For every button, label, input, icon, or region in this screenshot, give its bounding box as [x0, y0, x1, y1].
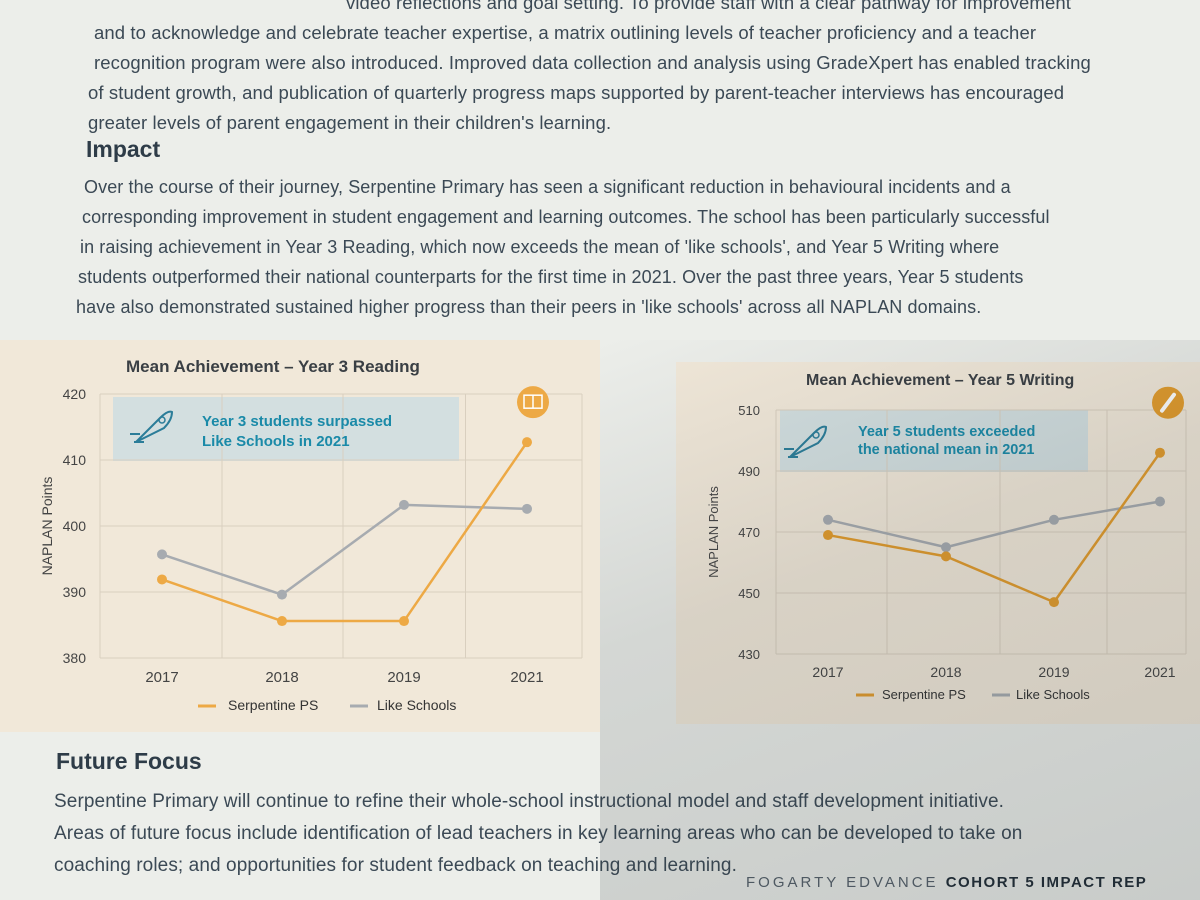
series-line-like-schools [161, 503, 528, 596]
x-tick-label: 2019 [1038, 664, 1069, 680]
data-point [941, 542, 951, 553]
intro-line: and to acknowledge and celebrate teacher… [94, 22, 1037, 43]
chart-title: Mean Achievement – Year 3 Reading [126, 357, 420, 376]
data-point [157, 574, 167, 585]
intro-line: video reflections and goal setting. To p… [346, 0, 1071, 13]
intro-paragraph: video reflections and goal setting. To p… [88, 0, 1091, 138]
series-line-serpentine [827, 451, 1162, 604]
x-tick-label: 2019 [387, 669, 420, 686]
legend-label: Like Schools [1016, 687, 1090, 702]
y-tick-label: 400 [63, 518, 87, 534]
data-point [277, 589, 287, 600]
chart-year3-reading: 380 390 400 410 420 2017 2018 2019 2021 NAPLAN Po… [39, 386, 583, 713]
chart-title: Mean Achievement – Year 5 Writing [806, 372, 1075, 389]
intro-line: of student growth, and publication of qu… [88, 82, 1065, 103]
impact-line: students outperformed their national cou… [78, 267, 1024, 287]
y-axis-title: NAPLAN Points [39, 477, 55, 576]
intro-line: recognition program were also introduced… [94, 52, 1091, 73]
chart-callout-box [780, 410, 1088, 472]
legend-label: Serpentine PS [882, 687, 966, 702]
impact-paragraph: Over the course of their journey, Serpen… [76, 172, 1050, 322]
page-footer: FOGARTY EDVANCE COHORT 5 IMPACT REP [746, 874, 1147, 891]
footer-brand: FOGARTY EDVANCE [746, 874, 939, 891]
rocket-window [158, 416, 166, 424]
impact-line: have also demonstrated sustained higher … [76, 297, 982, 317]
rocket-icon [789, 425, 828, 458]
callout-line: Year 5 students exceeded [858, 424, 1036, 440]
data-point [522, 503, 532, 514]
data-point [1155, 496, 1165, 507]
callout-line: the national mean in 2021 [858, 442, 1035, 458]
y-tick-label: 490 [738, 464, 760, 479]
y-tick-label: 420 [63, 386, 87, 402]
impact-line: Over the course of their journey, Serpen… [84, 177, 1011, 197]
future-focus-paragraph: Serpentine Primary will continue to refi… [54, 786, 1022, 882]
x-tick-label: 2021 [510, 669, 543, 686]
rocket-window [812, 431, 820, 439]
chart-callout-text: Year 5 students exceeded the national me… [858, 423, 1035, 459]
x-tick-label: 2017 [145, 669, 178, 686]
chart-year5-writing: 430 450 470 490 510 2017 2018 2019 2021 NAPLAN Po… [706, 386, 1187, 702]
y-tick-label: 470 [738, 525, 760, 540]
data-point [522, 437, 532, 448]
impact-heading: Impact [86, 136, 161, 162]
intro-line: greater levels of parent engagement in t… [88, 112, 612, 133]
y-tick-label: 450 [738, 586, 760, 601]
legend-label: Serpentine PS [228, 697, 318, 713]
data-point [941, 551, 951, 562]
future-line: Serpentine Primary will continue to refi… [54, 791, 1005, 812]
impact-line: in raising achievement in Year 3 Reading… [80, 237, 1000, 257]
data-point [823, 514, 833, 525]
data-point [399, 616, 409, 627]
footer-title: COHORT 5 IMPACT REP [945, 874, 1148, 891]
data-point [1155, 447, 1165, 458]
data-point [399, 499, 409, 510]
series-line-like-schools [827, 500, 1161, 549]
x-tick-label: 2021 [1144, 664, 1175, 680]
pencil-icon-shape [1160, 392, 1176, 413]
x-tick-label: 2018 [265, 669, 298, 686]
callout-line: Like Schools in 2021 [202, 433, 350, 450]
impact-line: corresponding improvement in student eng… [82, 207, 1050, 227]
x-tick-label: 2017 [812, 664, 843, 680]
rocket-icon [135, 410, 174, 443]
chart-panel-year5-writing: 430 450 470 490 510 2017 2018 2019 2021 NAPLAN Po… [676, 362, 1200, 724]
y-tick-label: 380 [63, 650, 87, 666]
future-line: Areas of future focus include identifica… [54, 823, 1023, 844]
y-axis-title: NAPLAN Points [706, 486, 721, 578]
x-tick-label: 2018 [930, 664, 961, 680]
series-line-serpentine [161, 441, 529, 623]
data-point [157, 549, 167, 560]
y-tick-label: 430 [738, 647, 760, 662]
future-line: coaching roles; and opportunities for st… [54, 855, 737, 876]
chart-callout-text: Year 3 students surpassed Like Schools i… [202, 412, 392, 452]
future-focus-heading: Future Focus [56, 748, 202, 774]
chart-callout-box [113, 397, 459, 461]
chart-panel-year3-reading: 380 390 400 410 420 2017 2018 2019 2021 NAPLAN Po… [0, 340, 600, 732]
data-point [823, 530, 833, 541]
y-tick-label: 510 [738, 403, 760, 418]
data-point [1049, 597, 1059, 608]
callout-line: Year 3 students surpassed [202, 413, 393, 430]
data-point [1049, 514, 1059, 525]
legend-label: Like Schools [377, 697, 456, 713]
y-tick-label: 410 [63, 452, 87, 468]
y-tick-label: 390 [63, 584, 87, 600]
data-point [277, 616, 287, 627]
